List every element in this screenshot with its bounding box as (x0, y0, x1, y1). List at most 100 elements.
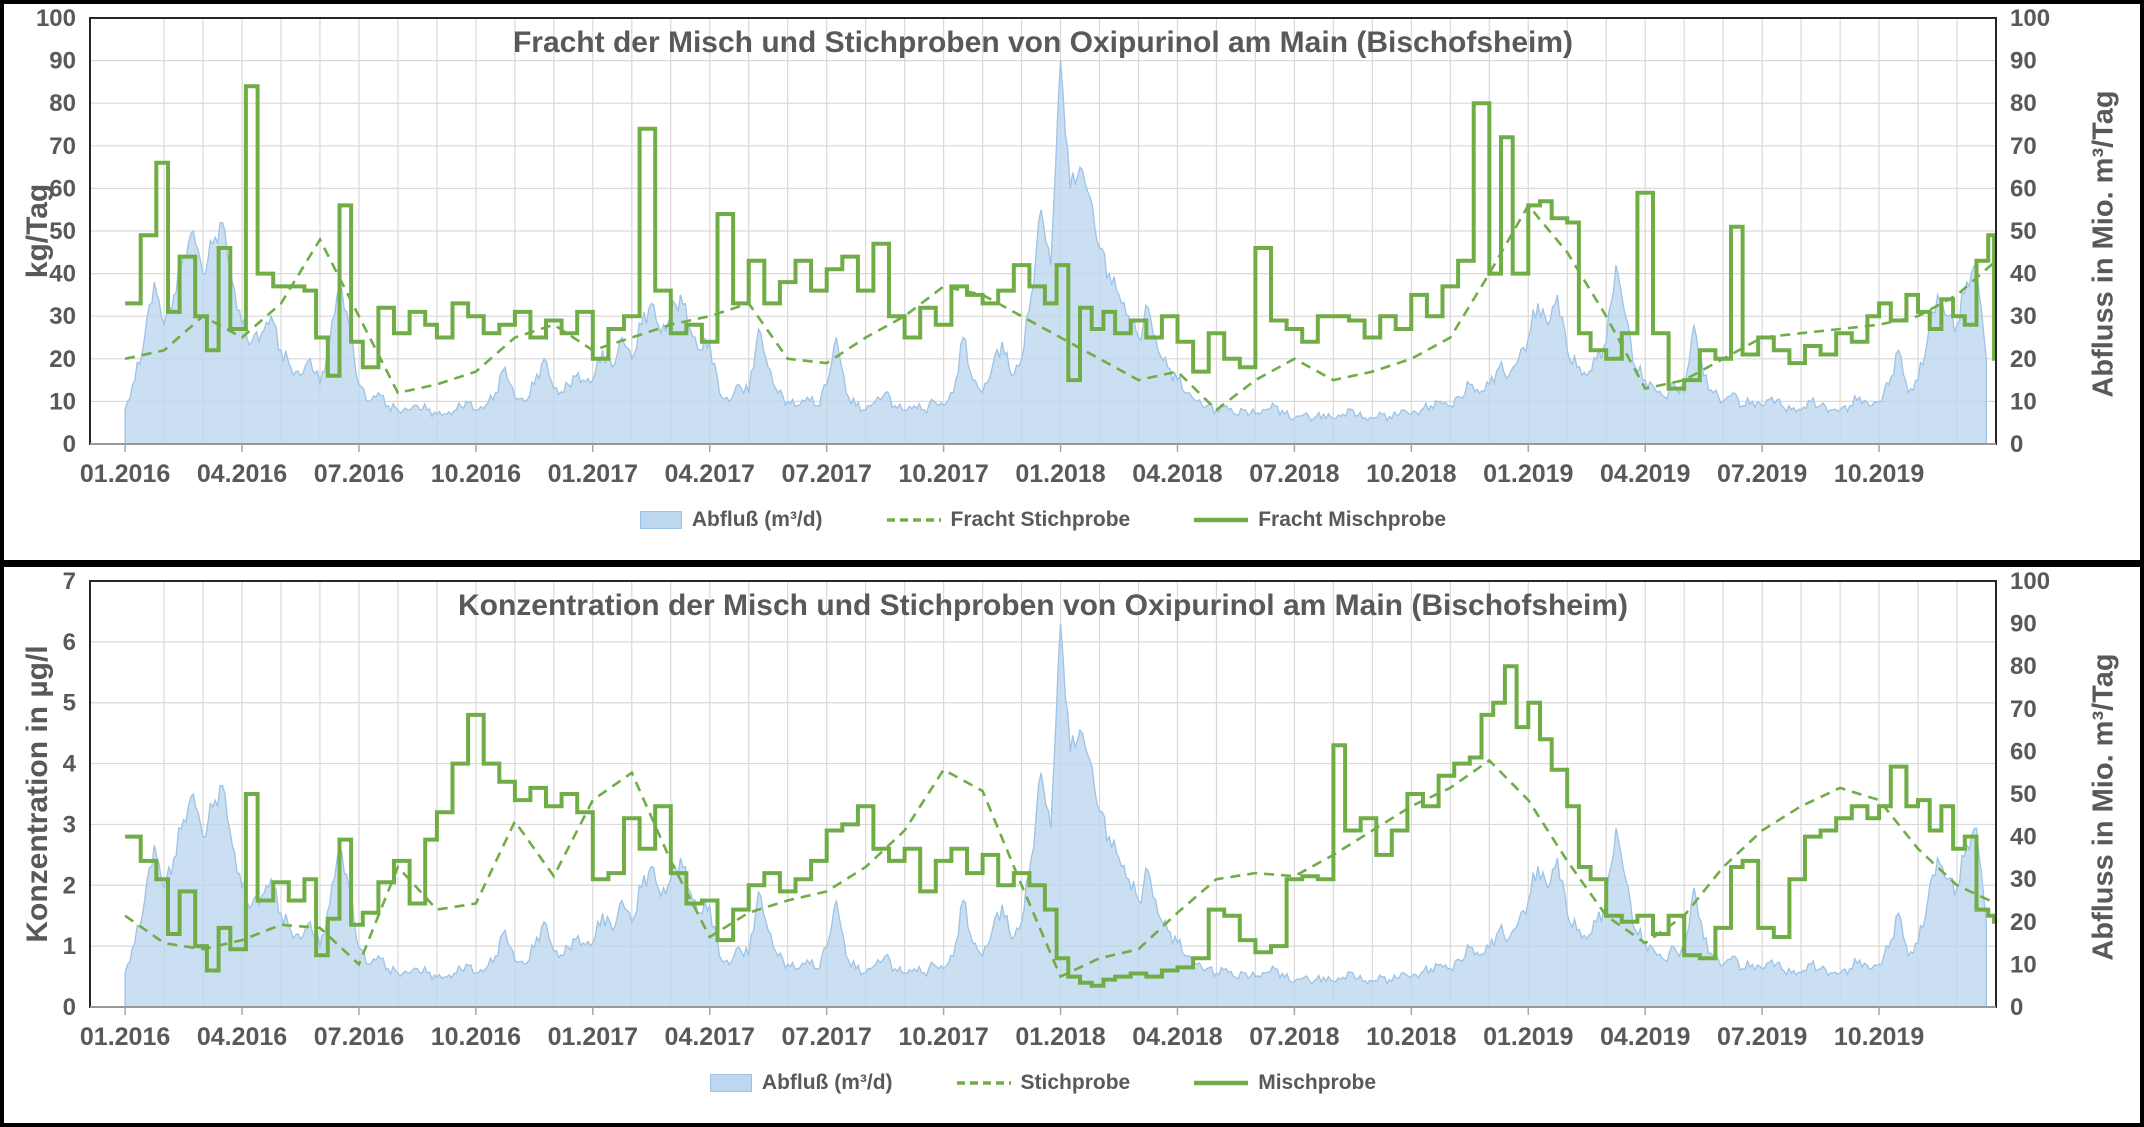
legend-label: Mischprobe (1258, 1071, 1377, 1094)
svg-text:10: 10 (49, 388, 76, 415)
dashed-line-swatch-icon (886, 518, 941, 522)
svg-text:07.2016: 07.2016 (314, 460, 404, 488)
svg-text:40: 40 (2010, 261, 2037, 288)
svg-text:01.2019: 01.2019 (1483, 460, 1573, 488)
konzentration-left-axis-title: Konzentration in µg/l (21, 645, 54, 943)
svg-text:4: 4 (63, 751, 77, 778)
svg-text:10.2016: 10.2016 (431, 460, 521, 488)
legend-item-stichprobe: Fracht Stichprobe (886, 508, 1131, 532)
svg-text:100: 100 (2010, 5, 2050, 32)
svg-text:40: 40 (49, 261, 76, 288)
legend-item-stichprobe: Stichprobe (956, 1071, 1131, 1095)
svg-text:90: 90 (49, 48, 76, 75)
svg-text:60: 60 (2010, 738, 2037, 765)
fracht-plot-area: 0 10 20 30 40 50 60 70 80 90 100 0 10 20 30 40 50 60 70 80 9… (36, 5, 2050, 488)
svg-text:01.2017: 01.2017 (548, 1023, 638, 1051)
svg-text:6: 6 (63, 629, 76, 656)
svg-text:90: 90 (2010, 611, 2037, 638)
svg-text:80: 80 (49, 90, 76, 117)
svg-text:10.2018: 10.2018 (1366, 460, 1456, 488)
svg-text:07.2018: 07.2018 (1249, 1023, 1339, 1051)
svg-text:04.2017: 04.2017 (665, 1023, 755, 1051)
legend-label: Fracht Mischprobe (1258, 508, 1447, 531)
legend-label: Abfluß (m³/d) (761, 1071, 893, 1094)
svg-text:01.2019: 01.2019 (1483, 1023, 1573, 1051)
svg-text:60: 60 (2010, 175, 2037, 202)
abfluss-area-swatch-icon (709, 1074, 752, 1092)
legend-label: Stichprobe (1020, 1071, 1131, 1094)
svg-text:10.2019: 10.2019 (1834, 460, 1924, 488)
svg-text:01.2018: 01.2018 (1015, 460, 1105, 488)
svg-text:30: 30 (2010, 866, 2037, 893)
solid-line-swatch-icon (1194, 517, 1249, 523)
svg-text:07.2017: 07.2017 (781, 460, 871, 488)
svg-text:20: 20 (2010, 346, 2037, 373)
legend-item-abfluss: Abfluß (m³/d) (639, 508, 823, 532)
solid-line-swatch-icon (1194, 1080, 1249, 1086)
abfluss-area-swatch-icon (639, 511, 682, 529)
legend-label: Fracht Stichprobe (950, 508, 1131, 531)
svg-text:50: 50 (2010, 218, 2037, 245)
svg-text:01.2017: 01.2017 (548, 460, 638, 488)
svg-text:10: 10 (2010, 388, 2037, 415)
svg-text:10.2018: 10.2018 (1366, 1023, 1456, 1051)
svg-text:20: 20 (49, 346, 76, 373)
legend-label: Abfluß (m³/d) (691, 508, 823, 531)
svg-text:04.2016: 04.2016 (197, 1023, 287, 1051)
svg-text:2: 2 (63, 872, 76, 899)
svg-text:0: 0 (63, 994, 76, 1021)
svg-text:04.2019: 04.2019 (1600, 460, 1690, 488)
svg-text:07.2016: 07.2016 (314, 1023, 404, 1051)
svg-text:80: 80 (2010, 653, 2037, 680)
konzentration-right-axis-title: Abfluss in Mio. m³/Tag (2087, 653, 2120, 961)
svg-text:04.2017: 04.2017 (665, 460, 755, 488)
konzentration-legend: Abfluß (m³/d) Stichprobe Mischprobe (90, 1071, 1996, 1095)
svg-text:60: 60 (49, 175, 76, 202)
svg-text:10.2017: 10.2017 (898, 460, 988, 488)
svg-text:100: 100 (2010, 568, 2050, 595)
svg-text:80: 80 (2010, 90, 2037, 117)
svg-text:04.2016: 04.2016 (197, 460, 287, 488)
svg-text:01.2018: 01.2018 (1015, 1023, 1105, 1051)
svg-text:30: 30 (2010, 303, 2037, 330)
svg-text:3: 3 (63, 811, 76, 838)
svg-text:04.2018: 04.2018 (1132, 1023, 1222, 1051)
fracht-chart-panel: 0 10 20 30 40 50 60 70 80 90 100 0 10 20 30 40 50 60 70 80 9… (4, 4, 2140, 560)
svg-text:70: 70 (2010, 696, 2037, 723)
svg-text:0: 0 (2010, 994, 2023, 1021)
svg-text:50: 50 (49, 218, 76, 245)
svg-text:50: 50 (2010, 781, 2037, 808)
svg-text:10.2017: 10.2017 (898, 1023, 988, 1051)
svg-text:10.2016: 10.2016 (431, 1023, 521, 1051)
svg-text:01.2016: 01.2016 (80, 460, 170, 488)
svg-text:10: 10 (2010, 951, 2037, 978)
svg-text:07.2019: 07.2019 (1717, 1023, 1807, 1051)
fracht-legend: Abfluß (m³/d) Fracht Stichprobe Fracht M… (90, 508, 1996, 532)
fracht-left-axis-title: kg/Tag (21, 183, 54, 279)
svg-text:01.2016: 01.2016 (80, 1023, 170, 1051)
legend-item-mischprobe: Fracht Mischprobe (1194, 508, 1446, 532)
svg-text:07.2019: 07.2019 (1717, 460, 1807, 488)
svg-text:1: 1 (63, 933, 76, 960)
svg-text:90: 90 (2010, 48, 2037, 75)
svg-text:30: 30 (49, 303, 76, 330)
konzentration-chart-panel: 0 1 2 3 4 5 6 7 0 10 20 30 40 50 60 70 80 90 100 01.2016 04.… (4, 567, 2140, 1123)
svg-text:07.2017: 07.2017 (781, 1023, 871, 1051)
svg-text:0: 0 (63, 431, 76, 458)
panel-divider (4, 560, 2140, 567)
svg-text:70: 70 (2010, 133, 2037, 160)
svg-text:07.2018: 07.2018 (1249, 460, 1339, 488)
svg-text:5: 5 (63, 690, 76, 717)
fracht-right-axis-title: Abfluss in Mio. m³/Tag (2087, 90, 2120, 398)
svg-text:100: 100 (36, 5, 76, 32)
legend-item-mischprobe: Mischprobe (1194, 1071, 1376, 1095)
konzentration-chart-title: Konzentration der Misch und Stichproben … (457, 589, 1629, 622)
svg-text:70: 70 (49, 133, 76, 160)
svg-text:7: 7 (63, 568, 76, 595)
svg-text:40: 40 (2010, 824, 2037, 851)
svg-text:0: 0 (2010, 431, 2023, 458)
legend-item-abfluss: Abfluß (m³/d) (709, 1071, 893, 1095)
svg-text:10.2019: 10.2019 (1834, 1023, 1924, 1051)
